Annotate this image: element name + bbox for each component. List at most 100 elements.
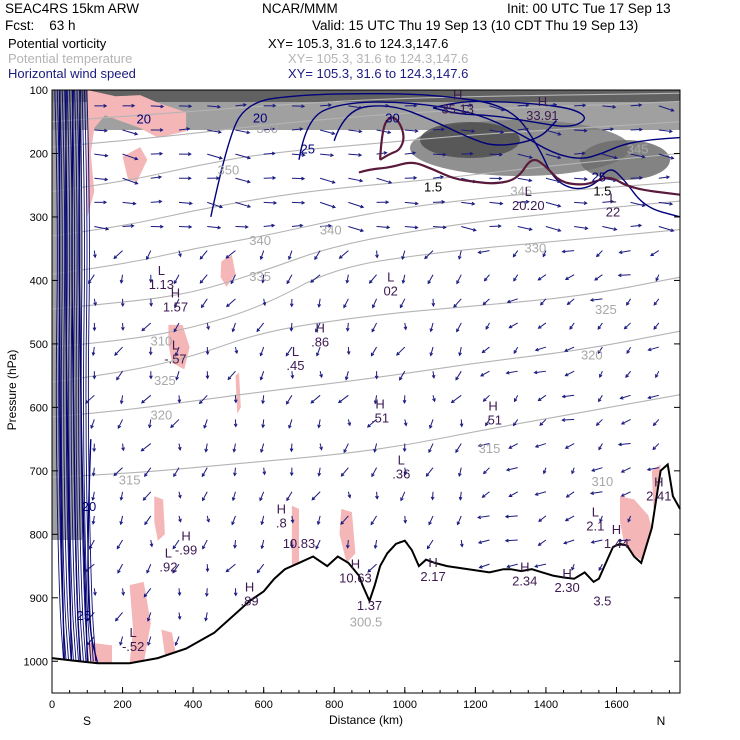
field-name-pv: Potential vorticity [8,36,107,51]
wind-vector-shaft [120,515,124,525]
wind-vector-290 [489,152,503,157]
wind-vector-153 [260,539,265,550]
wind-vector-162 [286,274,293,285]
wind-vector-head [188,201,193,206]
wind-vector-head [188,224,193,229]
wind-vector-head [231,497,236,502]
wind-vector-43 [121,588,125,596]
wind-vector-shaft [534,563,547,568]
wind-vector-47 [150,128,164,132]
wind-vector-head [187,152,192,156]
x-tick-label-6: 1200 [463,699,487,711]
wind-vector-400 [619,394,631,400]
wind-vector-shaft [150,176,162,179]
lowlevel-streamline-11 [81,90,92,662]
wind-vector-head [272,103,277,108]
wind-vector-head [256,328,260,333]
wind-vector-head [289,303,294,308]
wind-vector-124 [234,346,239,355]
wind-vector-182 [317,298,322,308]
wind-vector-0 [94,104,108,108]
wind-vector-368 [602,104,617,109]
wind-vector-head [187,176,192,181]
wind-vector-head [262,471,267,476]
wind-vector-shaft [347,539,349,548]
wind-vector-head [316,521,321,526]
wind-vector-shaft [374,539,378,549]
wind-vector-head [231,521,235,526]
wind-vector-369 [602,127,615,132]
contour-label-16: 330 [524,240,546,255]
wind-vectors [54,90,675,662]
wind-vector-head [259,376,264,381]
wind-vector-387 [598,563,603,572]
wind-vector-181 [310,274,321,283]
wind-vector-180 [314,250,321,261]
wind-vector-head [256,569,261,574]
wind-vector-head [483,277,488,282]
wind-vector-217 [376,225,391,230]
wind-vector-head [371,473,375,478]
wind-vector-shaft [565,515,575,522]
wind-vector-156 [291,127,304,132]
extremum-type-10: H [375,397,384,412]
wind-vector-shaft [509,491,518,497]
wind-vector-head [582,103,587,108]
wind-vector-shaft [343,298,349,308]
wind-vector-shaft [489,129,504,133]
wind-vector-head [385,103,390,108]
wind-vector-35 [119,395,124,405]
wind-vector-296 [482,298,490,306]
wind-vector-head [114,617,119,622]
wind-vector-head [113,472,118,477]
wind-vector-shaft [545,104,557,107]
wind-vector-head [288,256,292,261]
extremum-type-6: L [387,270,394,285]
wind-vector-321 [513,419,519,427]
wind-vector-shaft [602,153,618,159]
wind-vector-head [225,255,230,259]
wind-vector-head [571,566,575,571]
wind-vector-165 [285,346,293,357]
wind-vector-shaft [291,515,294,523]
wind-vector-shaft [122,153,138,160]
extremum-type-16: H [277,501,286,516]
wind-vector-head [201,473,206,478]
wind-vector-shaft [432,176,444,179]
wind-vector-297 [485,322,490,330]
wind-vector-head [450,399,455,404]
wind-vector-shaft [460,419,463,427]
wind-vector-229 [370,515,378,526]
wind-vector-226 [373,443,378,453]
wind-vector-head [429,328,434,333]
wind-vector-head [623,325,628,330]
wind-vector-shaft [226,298,236,307]
wind-vector-shaft [92,515,95,524]
extremum-type-1: H [538,94,547,109]
extremum-type-21: H [428,555,437,570]
y-tick-label-4: 500 [30,339,48,351]
wind-vector-head [670,155,675,160]
wind-vector-head [358,129,363,134]
wind-vector-head [589,491,595,495]
wind-vector-head [561,394,566,399]
wind-vector-head [285,352,290,357]
wind-vector-head [478,565,483,569]
wind-vector-head [505,370,510,375]
wind-vector-head [218,156,223,160]
wind-vector-head [563,540,568,545]
wind-vector-65 [146,563,152,574]
wind-vector-head [504,538,509,543]
wind-vector-344 [534,491,547,496]
wind-vector-shaft [478,250,490,254]
wind-vector-head [91,520,96,525]
wind-vector-131 [231,515,236,526]
wind-vector-359 [564,370,575,377]
wind-vector-head [347,422,352,427]
wind-vector-head [620,421,625,425]
wind-vector-417 [647,346,659,352]
wind-vector-41 [116,539,123,550]
wind-vector-51 [150,224,164,229]
y-tick-label-2: 300 [30,212,48,224]
wind-vector-shaft [574,177,587,180]
